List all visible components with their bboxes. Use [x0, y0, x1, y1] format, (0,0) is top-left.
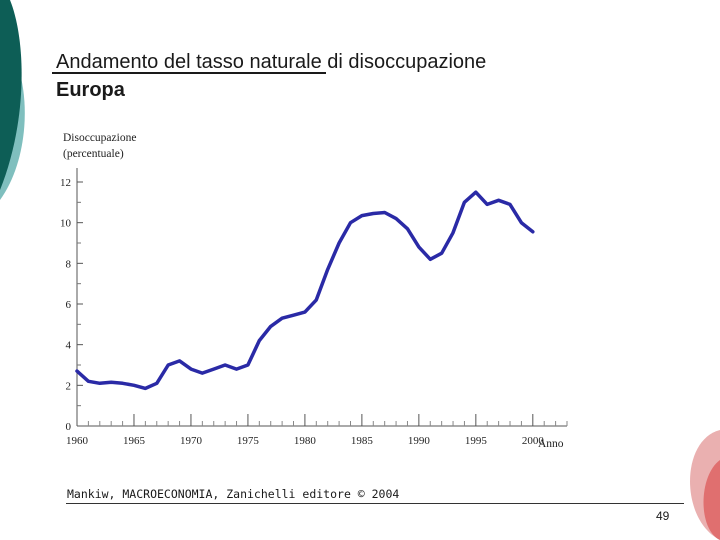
teal-dark-shape [0, 0, 22, 190]
title-line-2: Europa [56, 79, 125, 101]
x-tick-label: 1965 [123, 435, 146, 447]
x-tick-label: 2000 [522, 435, 545, 447]
y-tick-label: 0 [66, 421, 72, 433]
y-tick-label: 8 [66, 258, 72, 270]
title-line-1: Andamento del tasso naturale di disoccup… [56, 51, 487, 73]
corner-decoration-right [690, 430, 720, 540]
y-axis-label-line-1: Disoccupazione [63, 132, 136, 144]
x-axis-label: Anno [538, 438, 564, 450]
y-axis-label-line-2: (percentuale) [63, 148, 124, 160]
x-tick-label: 1990 [408, 435, 431, 447]
series-line-europa [75, 190, 535, 391]
slide-title: Andamento del tasso naturale di disoccup… [56, 48, 486, 104]
y-tick-label: 6 [66, 299, 72, 311]
unemployment-line-chart: Disoccupazione (percentuale) Anno 0 2 4 6 8 1… [60, 132, 568, 450]
y-tick-label: 4 [66, 340, 72, 352]
source-credit: Mankiw, MACROECONOMIA, Zanichelli editor… [67, 487, 400, 501]
x-tick-label: 1985 [351, 435, 374, 447]
x-tick-label: 1980 [294, 435, 317, 447]
y-tick-label: 12 [60, 177, 71, 189]
x-tick-label: 1975 [237, 435, 260, 447]
y-tick-label: 2 [66, 380, 72, 392]
x-tick-label: 1995 [465, 435, 488, 447]
footer-rule [66, 503, 684, 504]
corner-decoration-left [0, 0, 25, 200]
page-number: 49 [656, 509, 670, 523]
y-tick-label: 10 [60, 218, 72, 230]
title-underline [52, 72, 326, 74]
x-tick-label: 1970 [180, 435, 203, 447]
salmon-shape [703, 460, 720, 540]
x-tick-label: 1960 [66, 435, 89, 447]
